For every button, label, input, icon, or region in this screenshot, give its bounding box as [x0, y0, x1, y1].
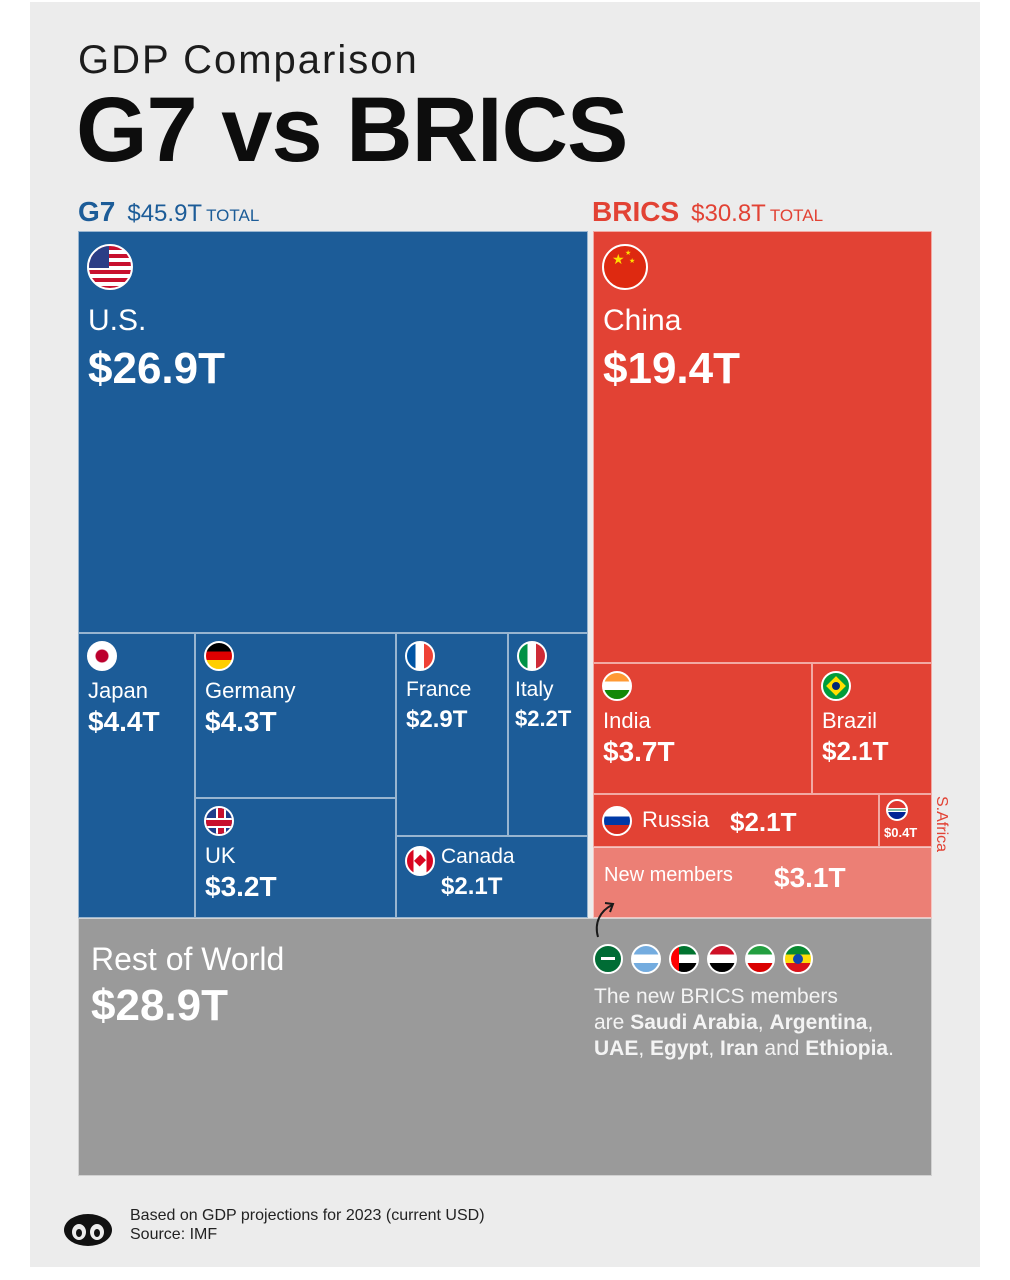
argentina-flag-icon [631, 944, 661, 974]
tile-label: U.S. [88, 304, 147, 337]
tile-label: India [603, 708, 651, 733]
g7-total: $45.9T [127, 200, 203, 227]
tile-label: Germany [205, 678, 296, 703]
brics-total-label: TOTAL [769, 206, 824, 225]
tile-value: $4.4T [88, 706, 160, 737]
member-name: UAE [594, 1037, 639, 1060]
tile-value: $0.4T [884, 825, 918, 840]
tile-value: $2.1T [730, 807, 797, 837]
south-africa-flag-icon [886, 799, 908, 821]
tile-germany: Germany $4.3T [195, 633, 396, 798]
tile-value: $3.7T [603, 736, 675, 767]
g7-total-label: TOTAL [206, 206, 260, 225]
tile-value: $2.1T [441, 873, 503, 900]
g7-header: G7 $45.9T TOTAL [78, 196, 259, 228]
russia-flag-icon [602, 806, 632, 836]
member-name: Argentina [769, 1011, 868, 1034]
uae-flag-icon [669, 944, 699, 974]
note-intro: The new BRICS members [594, 985, 838, 1008]
tile-india: India $3.7T [593, 663, 812, 794]
footer-basis: Based on GDP projections for 2023 (curre… [130, 1207, 485, 1224]
brics-total: $30.8T [691, 200, 766, 227]
new-members-note: The new BRICS members are Saudi Arabia, … [594, 985, 894, 1060]
tile-japan: Japan $4.4T [78, 633, 195, 918]
footer: Based on GDP projections for 2023 (curre… [130, 1206, 485, 1244]
tile-us: U.S. $26.9T [78, 231, 588, 633]
footer-source: Source: IMF [130, 1226, 218, 1243]
tile-russia: Russia $2.1T [593, 794, 879, 847]
tile-label: Japan [88, 678, 148, 703]
publisher-logo-icon [64, 1214, 112, 1246]
new-members-arrow-icon [595, 902, 615, 938]
us-flag-icon [87, 244, 133, 290]
tile-value: $4.3T [205, 706, 277, 737]
tile-brazil: Brazil $2.1T [812, 663, 932, 794]
uk-flag-icon [204, 806, 234, 836]
tile-label: Rest of World [91, 941, 285, 977]
tile-value: $2.2T [515, 706, 572, 731]
tile-uk: UK $3.2T [195, 798, 396, 918]
member-name: Egypt [650, 1037, 709, 1060]
canada-flag-icon [405, 846, 435, 876]
saudi-arabia-flag-icon [593, 944, 623, 974]
tile-new-members: New members $3.1T [593, 847, 932, 918]
chart-title: GDP Comparison [78, 38, 419, 82]
tile-south-africa: $0.4T [879, 794, 932, 847]
tile-canada: Canada $2.1T [396, 836, 588, 918]
china-flag-icon: ★ ★ ★ [602, 244, 648, 290]
tile-value: $3.2T [205, 871, 277, 902]
tile-value: $2.1T [822, 736, 889, 766]
brics-name: BRICS [592, 196, 680, 227]
tile-label: Italy [515, 678, 554, 701]
tile-label: New members [604, 864, 733, 886]
tile-china: ★ ★ ★ China $19.4T [593, 231, 932, 663]
tile-label: Canada [441, 845, 515, 868]
member-name: Ethiopia [805, 1037, 889, 1060]
france-flag-icon [405, 641, 435, 671]
note-and: and [764, 1037, 800, 1060]
tile-france: France $2.9T [396, 633, 508, 836]
tile-value: $28.9T [91, 981, 228, 1030]
g7-name: G7 [78, 196, 116, 227]
tile-label: Russia [642, 807, 710, 832]
note-are: are [594, 1011, 625, 1034]
ethiopia-flag-icon [783, 944, 813, 974]
tile-label: France [406, 678, 472, 701]
tile-value: $3.1T [774, 862, 846, 893]
brazil-flag-icon [821, 671, 851, 701]
egypt-flag-icon [707, 944, 737, 974]
tile-value: $26.9T [88, 344, 225, 393]
member-name: Iran [720, 1037, 759, 1060]
iran-flag-icon [745, 944, 775, 974]
tile-italy: Italy $2.2T [508, 633, 588, 836]
japan-flag-icon [87, 641, 117, 671]
tile-label: China [603, 304, 682, 337]
chart-subtitle: G7 vs BRICS [76, 79, 628, 181]
brics-header: BRICS $30.8T TOTAL [592, 196, 823, 228]
germany-flag-icon [204, 641, 234, 671]
tile-label: Brazil [822, 708, 878, 733]
tile-value: $19.4T [603, 344, 740, 393]
south-africa-label: S.Africa [933, 796, 950, 853]
member-name: Saudi Arabia [630, 1011, 758, 1034]
india-flag-icon [602, 671, 632, 701]
italy-flag-icon [517, 641, 547, 671]
tile-label: UK [205, 843, 236, 868]
tile-value: $2.9T [406, 706, 468, 733]
